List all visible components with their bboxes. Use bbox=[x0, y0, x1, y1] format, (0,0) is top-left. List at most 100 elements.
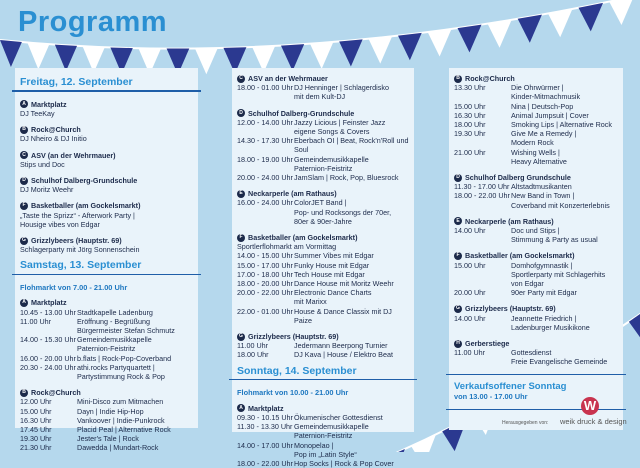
event-time: 12.00 - 14.00 Uhr bbox=[237, 117, 293, 127]
event-row: 20.00 - 22.00 Uhr Electronic Dance Charts bbox=[237, 288, 409, 297]
event-description: Freie Evangelische Gemeinde bbox=[511, 357, 608, 367]
program-column-1: Freitag, 12. September A Marktplatz DJ TeeK… bbox=[12, 68, 201, 452]
bunting-flag bbox=[310, 41, 334, 69]
event-time bbox=[237, 127, 294, 136]
venue-name: Grizzlybeers (Hauptstr. 69) bbox=[465, 304, 556, 314]
event-row: 10.45 - 13.00 Uhr Stadtkapelle Ladenburg bbox=[20, 308, 193, 317]
event-description: Altstadtmusikanten bbox=[511, 182, 572, 192]
event-row: 14.30 - 17.30 Uhr Eberbach OI | Beat, Roc… bbox=[237, 136, 409, 145]
divider bbox=[229, 378, 417, 381]
event-text: Schlagerparty mit Jörg Sonnenschein bbox=[20, 245, 140, 255]
event-row: Coverband mit Konzerterlebnis bbox=[454, 201, 618, 210]
event-time bbox=[454, 323, 511, 332]
program-column-2: C ASV an der Wehrmauer 18.00 - 01.00 Uhr DJ… bbox=[229, 68, 417, 468]
event-time: 22.00 - 01.00 Uhr bbox=[237, 306, 293, 316]
event-row: 12.00 Uhr Mini-Disco zum Mitmachen bbox=[20, 397, 193, 406]
venue-header: G Grizzlybeers (Hauptstr. 69) bbox=[237, 332, 409, 341]
event-description: Dance House mit Moritz Weehr bbox=[294, 279, 394, 289]
event-row: 15.00 Uhr Nina | Deutsch-Pop bbox=[454, 102, 618, 111]
event-text: DJ Moritz Weehr bbox=[20, 185, 74, 195]
event-time: 15.00 Uhr bbox=[454, 101, 486, 111]
event-text: Housige vibes von Edgar bbox=[20, 219, 100, 229]
event-description: Jazzy Licious | Feinster Jazz bbox=[294, 117, 386, 127]
venue-block: D Schulhof Dalberg-Grundschule 12.00 - 14.… bbox=[237, 109, 409, 183]
venue-header: G Grizzlybeers (Hauptstr. 69) bbox=[20, 236, 193, 245]
event-time: 17.00 - 18.00 Uhr bbox=[237, 269, 293, 279]
venue-badge: B bbox=[20, 388, 28, 397]
event-row: Paternion-Feistritz bbox=[20, 344, 193, 353]
event-row: 19.30 Uhr Jester's Tale | Rock bbox=[20, 434, 193, 443]
bunting-flag bbox=[398, 32, 422, 61]
event-text: „Taste the Sprizz“ - Afterwork Party | bbox=[20, 210, 135, 220]
event-description: DJ Kava | House / Elektro Beat bbox=[294, 350, 393, 360]
venue-name: Grizzlybeers (Hauptstr. 69) bbox=[248, 332, 339, 342]
event-row: 14.00 - 17.00 Uhr Monopelao | bbox=[237, 441, 409, 450]
event-description: Paternion-Feistritz bbox=[294, 431, 353, 441]
event-time bbox=[20, 344, 77, 353]
venue-header: B Rock@Church bbox=[20, 125, 193, 134]
shopping-sunday-title: Verkaufsoffener Sonntag bbox=[454, 380, 567, 392]
venue-header: G Grizzlybeers (Hauptstr. 69) bbox=[454, 304, 618, 313]
event-time: 13.30 Uhr bbox=[454, 83, 486, 93]
venue-header: C ASV an der Wehrmauer bbox=[237, 74, 409, 83]
venue-badge: G bbox=[237, 332, 245, 341]
event-row: 80er & 90er-Jahre bbox=[237, 217, 409, 226]
event-description: Partystimmung Rock & Pop bbox=[77, 372, 165, 382]
event-description: Smoking Lips | Alternative Rock bbox=[511, 120, 612, 130]
event-description: Funky House mit Edgar bbox=[294, 260, 370, 270]
event-time: 16.30 Uhr bbox=[454, 110, 486, 120]
event-row: Paternion-Feistritz bbox=[237, 431, 409, 440]
event-row: Soul bbox=[237, 145, 409, 154]
event-row: Pop- und Rocksongs der 70er, bbox=[237, 208, 409, 217]
shopping-sunday-hours: von 13.00 - 17.00 Uhr bbox=[454, 391, 528, 401]
event-row: 20.30 - 24.00 Uhr athi.rocks Partyquartet… bbox=[20, 363, 193, 372]
event-row: 14.00 Uhr Jeannette Friedrich | bbox=[454, 314, 618, 323]
event-time: 16.00 - 24.00 Uhr bbox=[237, 198, 293, 208]
venue-name: Rock@Church bbox=[31, 125, 81, 135]
event-description: Hop Socks | Rock & Pop Cover bbox=[294, 458, 394, 468]
event-time bbox=[454, 138, 511, 147]
event-row: 21.30 Uhr Dawedda | Mundart-Rock bbox=[20, 443, 193, 452]
event-description: ColorJET Band | bbox=[294, 198, 347, 208]
event-time: 11.00 Uhr bbox=[237, 341, 269, 351]
event-row: mit Marixx bbox=[237, 297, 409, 306]
event-row: Modern Rock bbox=[454, 138, 618, 147]
event-description: Doc und Stips | bbox=[511, 226, 560, 236]
venue-block: E Neckarperle (am Rathaus) 14.00 Uhr Doc un… bbox=[454, 217, 618, 245]
event-time: 20.00 - 24.00 Uhr bbox=[237, 173, 293, 183]
event-row: 20.00 Uhr 90er Party mit Edgar bbox=[454, 288, 618, 297]
event-time bbox=[237, 164, 294, 173]
event-row: 09.30 - 10.15 Uhr Ökumenischer Gottesdien… bbox=[237, 413, 409, 422]
bunting-flag bbox=[0, 40, 22, 68]
event-description: Nina | Deutsch-Pop bbox=[511, 101, 574, 111]
event-description: Pop im „Latin Style“ bbox=[294, 449, 357, 459]
bunting-flag bbox=[166, 48, 190, 75]
event-row: Partystimmung Rock & Pop bbox=[20, 372, 193, 381]
event-time: 18.00 - 22.00 Uhr bbox=[237, 458, 293, 468]
event-description: Eröffnung - Begrüßung bbox=[77, 316, 150, 326]
venue-badge: F bbox=[454, 252, 462, 261]
bunting-flag bbox=[223, 47, 247, 74]
venue-block: H Gerberstiege 11.00 Uhr Gottesdienst Freie … bbox=[454, 339, 618, 367]
venue-header: B Rock@Church bbox=[20, 388, 193, 397]
event-description: Gemeindemusikkapelle bbox=[294, 154, 369, 164]
venue-block: B Rock@Church 13.30 Uhr Die Ohrwürmer | Kind… bbox=[454, 74, 618, 166]
event-time: 15.00 - 17.00 Uhr bbox=[237, 260, 293, 270]
venue-name: Marktplatz bbox=[31, 99, 67, 109]
event-time: 09.30 - 10.15 Uhr bbox=[237, 412, 293, 422]
venue-block: D Schulhof Dalberg-Grundschule DJ Moritz W… bbox=[20, 176, 193, 194]
venue-badge: B bbox=[454, 74, 462, 83]
event-description: Vankoover | Indie-Punkrock bbox=[77, 415, 165, 425]
venue-header: E Neckarperle (am Rathaus) bbox=[454, 217, 618, 226]
event-time bbox=[454, 235, 511, 244]
event-description: Domhofgymnastik | bbox=[511, 260, 573, 270]
event-time: 14.30 - 17.30 Uhr bbox=[237, 136, 293, 146]
event-description: b.flats | Rock-Pop-Coverband bbox=[77, 353, 172, 363]
venue-name: Marktplatz bbox=[31, 298, 67, 308]
event-time: 16.30 Uhr bbox=[20, 415, 52, 425]
event-row: 22.00 - 01.00 Uhr House & Dance Classix m… bbox=[237, 307, 409, 325]
event-time: 21.30 Uhr bbox=[20, 443, 52, 453]
event-description: Heavy Alternative bbox=[511, 156, 567, 166]
event-description: Give Me a Remedy | bbox=[511, 129, 577, 139]
event-time bbox=[454, 201, 511, 210]
